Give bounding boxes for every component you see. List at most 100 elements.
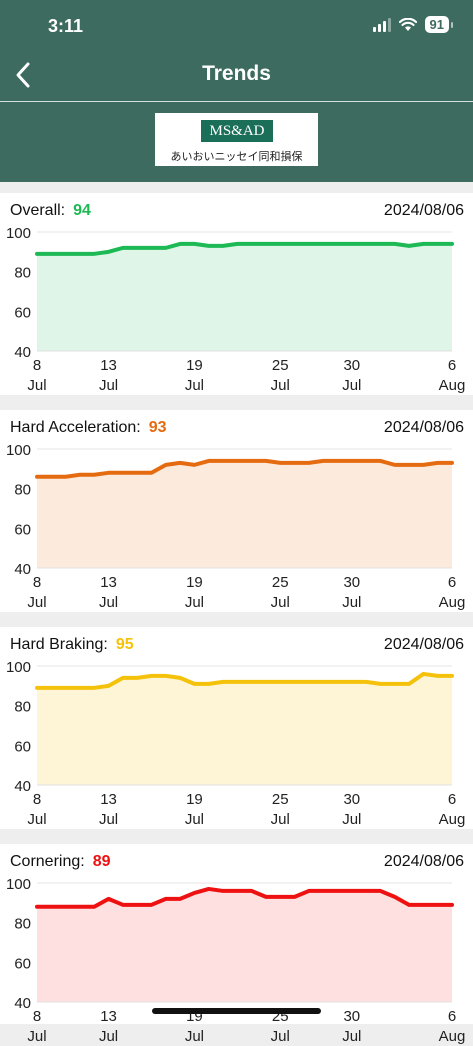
status-time: 3:11 <box>48 16 84 36</box>
card-date: 2024/08/06 <box>383 419 464 436</box>
x-tick-day: 6 <box>448 791 456 808</box>
x-tick-day: 25 <box>272 574 289 591</box>
x-tick-day: 8 <box>33 791 41 808</box>
x-tick-month: Jul <box>27 811 46 828</box>
chart-card-cornering: Cornering: 89 2024/08/06 40 60 80 100 8 Jul 13 J… <box>0 844 473 1045</box>
y-tick-label: 100 <box>6 876 31 893</box>
y-tick-label: 40 <box>14 344 31 361</box>
x-tick-month: Jul <box>99 594 118 611</box>
x-tick-month: Jul <box>342 811 361 828</box>
card-date: 2024/08/06 <box>383 636 464 653</box>
x-tick-month: Jul <box>185 377 204 394</box>
x-tick-month: Aug <box>439 594 466 611</box>
y-tick-label: 80 <box>14 265 31 282</box>
x-tick-month: Jul <box>185 1028 204 1045</box>
x-tick-day: 30 <box>343 791 360 808</box>
chart-card-overall: Overall: 94 2024/08/06 40 60 80 100 8 Jul 13 Jul… <box>0 193 473 395</box>
x-tick-month: Jul <box>271 811 290 828</box>
series-line <box>35 458 454 479</box>
x-tick-month: Jul <box>271 377 290 394</box>
area-fill <box>37 673 452 785</box>
y-tick-label: 60 <box>14 955 31 972</box>
x-tick-day: 30 <box>343 1008 360 1025</box>
x-tick-month: Jul <box>342 1028 361 1045</box>
x-tick-month: Jul <box>342 377 361 394</box>
back-button[interactable] <box>10 58 40 92</box>
x-tick-month: Jul <box>27 1028 46 1045</box>
card-score: 95 <box>115 636 134 653</box>
x-tick-day: 25 <box>272 791 289 808</box>
y-tick-label: 40 <box>14 995 31 1012</box>
logo-mark: MS&AD <box>201 120 273 142</box>
chevron-left-icon <box>16 62 30 88</box>
y-tick-label: 80 <box>14 699 31 716</box>
y-tick-label: 40 <box>14 561 31 578</box>
x-tick-month: Jul <box>99 377 118 394</box>
wifi-icon <box>398 17 417 31</box>
x-tick-month: Jul <box>185 594 204 611</box>
series-line <box>35 671 454 690</box>
chart-overall: 40 60 80 100 8 Jul 13 Jul 19 Jul 25 Jul 30 Jul 6 Aug <box>6 225 466 394</box>
x-tick-day: 13 <box>100 791 117 808</box>
card-score: 89 <box>92 853 111 870</box>
logo-text: あいおいニッセイ同和損保 <box>170 151 303 163</box>
card-title-label: Overall: <box>10 202 66 219</box>
y-tick-label: 40 <box>14 778 31 795</box>
area-fill <box>37 460 452 568</box>
chart-hard-acceleration: 40 60 80 100 8 Jul 13 Jul 19 Jul 25 Jul 30 Jul 6 Aug <box>6 442 466 611</box>
x-tick-day: 6 <box>448 574 456 591</box>
x-tick-month: Jul <box>271 594 290 611</box>
nav-divider <box>0 101 473 102</box>
y-tick-label: 100 <box>6 659 31 676</box>
series-line <box>35 886 454 909</box>
card-title: Hard Acceleration: 93 <box>10 419 167 437</box>
x-tick-day: 30 <box>343 574 360 591</box>
card-title: Overall: 94 <box>10 202 91 220</box>
area-fill <box>37 243 452 351</box>
y-tick-label: 60 <box>14 521 31 538</box>
status-icons: 91 <box>372 16 454 33</box>
chart-card-hard-braking: Hard Braking: 95 2024/08/06 40 60 80 100 8 Jul… <box>0 627 473 829</box>
x-tick-month: Jul <box>27 594 46 611</box>
y-tick-label: 100 <box>6 225 31 242</box>
card-score: 93 <box>148 419 167 436</box>
x-tick-day: 6 <box>448 1008 456 1025</box>
y-tick-label: 80 <box>14 916 31 933</box>
card-title: Hard Braking: 95 <box>10 636 134 654</box>
card-title-label: Hard Acceleration: <box>10 419 141 436</box>
y-tick-label: 60 <box>14 738 31 755</box>
x-tick-month: Jul <box>27 377 46 394</box>
x-tick-day: 25 <box>272 357 289 374</box>
x-tick-day: 30 <box>343 357 360 374</box>
header: 3:11 91 Trends MS&AD あいおいニッセイ同和損保 <box>0 0 473 182</box>
area-fill <box>37 888 452 1002</box>
card-date: 2024/08/06 <box>383 202 464 219</box>
x-tick-month: Jul <box>342 594 361 611</box>
card-date: 2024/08/06 <box>383 853 464 870</box>
series-line <box>35 241 454 256</box>
chart-card-hard-acceleration: Hard Acceleration: 93 2024/08/06 40 60 80 10… <box>0 410 473 612</box>
x-tick-month: Jul <box>99 1028 118 1045</box>
card-title-label: Hard Braking: <box>10 636 108 653</box>
card-score: 94 <box>73 202 91 219</box>
card-title-label: Cornering: <box>10 853 85 870</box>
y-tick-label: 100 <box>6 442 31 459</box>
battery-icon: 91 <box>424 16 454 33</box>
x-tick-month: Aug <box>439 811 466 828</box>
x-tick-month: Aug <box>439 1028 466 1045</box>
chart-hard-braking: 40 60 80 100 8 Jul 13 Jul 19 Jul 25 Jul 30 Jul 6 Aug <box>6 659 466 828</box>
x-tick-day: 13 <box>100 1008 117 1025</box>
x-tick-day: 8 <box>33 1008 41 1025</box>
x-tick-day: 19 <box>186 791 203 808</box>
y-tick-label: 60 <box>14 304 31 321</box>
card-title: Cornering: 89 <box>10 853 111 871</box>
x-tick-month: Aug <box>439 377 466 394</box>
x-tick-day: 8 <box>33 574 41 591</box>
home-indicator <box>152 1008 321 1014</box>
x-tick-day: 13 <box>100 357 117 374</box>
x-tick-day: 13 <box>100 574 117 591</box>
company-logo: MS&AD あいおいニッセイ同和損保 <box>155 113 318 166</box>
signal-icon <box>372 17 391 32</box>
x-tick-day: 8 <box>33 357 41 374</box>
